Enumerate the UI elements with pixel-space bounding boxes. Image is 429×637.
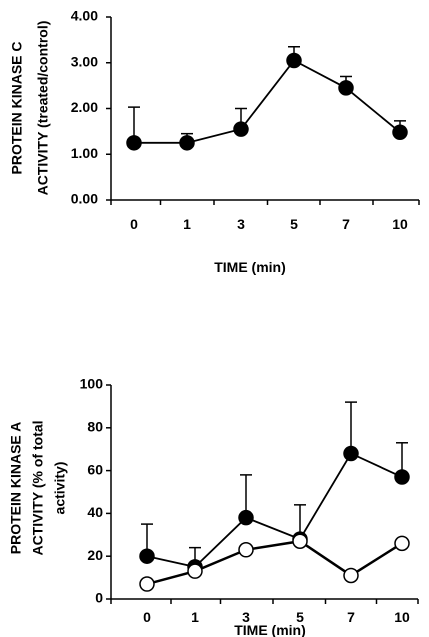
x-axis-title: TIME (min) bbox=[214, 259, 286, 275]
x-axis-title: TIME (min) bbox=[234, 622, 306, 637]
x-tick-label: 0 bbox=[130, 216, 138, 232]
y-tick-label: 3.00 bbox=[71, 53, 98, 69]
x-tick-label: 7 bbox=[347, 609, 355, 625]
y-tick-label: 100 bbox=[80, 376, 104, 392]
data-point-filled bbox=[126, 135, 142, 151]
data-point-filled bbox=[343, 445, 359, 462]
y-axis-title-line: ACTIVITY (treated/control) bbox=[35, 21, 51, 196]
data-point-open bbox=[292, 533, 308, 549]
x-tick-label: 5 bbox=[296, 609, 304, 625]
data-point-filled bbox=[286, 52, 302, 69]
y-tick-label: 1.00 bbox=[71, 145, 98, 161]
x-tick-label: 1 bbox=[191, 609, 199, 625]
data-point-open bbox=[394, 535, 410, 552]
series-line bbox=[134, 59, 401, 144]
data-point-open bbox=[139, 576, 155, 592]
data-point-filled bbox=[394, 469, 410, 485]
data-point-filled bbox=[238, 509, 254, 526]
x-tick-label: 10 bbox=[392, 216, 408, 232]
y-tick-label: 80 bbox=[87, 419, 103, 435]
protein-kinase-c-chart: PROTEIN KINASE C ACTIVITY (treated/contr… bbox=[9, 8, 420, 275]
data-point-filled bbox=[179, 135, 195, 151]
x-tick-label: 1 bbox=[183, 216, 191, 232]
x-tick-label: 5 bbox=[290, 216, 298, 232]
y-tick-label: 20 bbox=[87, 547, 103, 563]
data-point-open bbox=[343, 567, 359, 584]
y-tick-label: 0 bbox=[95, 590, 103, 606]
x-tick-label: 3 bbox=[237, 216, 245, 232]
y-axis-title-line: PROTEIN KINASE C bbox=[9, 41, 25, 174]
y-axis-title-line: PROTEIN KINASE A bbox=[8, 422, 24, 555]
y-tick-label: 60 bbox=[87, 461, 103, 477]
data-point-filled bbox=[139, 548, 155, 564]
data-point-filled bbox=[392, 124, 408, 141]
y-tick-label: 0.00 bbox=[71, 191, 98, 207]
y-axis-title: PROTEIN KINASE A ACTIVITY (% of total ac… bbox=[8, 420, 68, 555]
x-tick-label: 3 bbox=[242, 609, 250, 625]
series-line bbox=[146, 539, 403, 586]
y-axis-title: PROTEIN KINASE C ACTIVITY (treated/contr… bbox=[9, 21, 51, 196]
y-axis-title-line: activity) bbox=[52, 462, 68, 515]
series-line bbox=[146, 452, 403, 568]
y-tick-label: 4.00 bbox=[71, 8, 98, 24]
data-point-filled bbox=[338, 80, 354, 96]
y-tick-label: 40 bbox=[87, 504, 103, 520]
y-axis-title-line: ACTIVITY (% of total bbox=[30, 420, 46, 555]
protein-kinase-a-chart: PROTEIN KINASE A ACTIVITY (% of total ac… bbox=[8, 376, 419, 637]
data-point-open bbox=[187, 563, 203, 579]
x-tick-label: 10 bbox=[394, 609, 410, 625]
x-tick-label: 0 bbox=[143, 609, 151, 625]
y-tick-label: 2.00 bbox=[71, 99, 98, 115]
data-point-open bbox=[238, 542, 254, 558]
x-tick-label: 7 bbox=[342, 216, 350, 232]
data-point-filled bbox=[233, 121, 249, 137]
